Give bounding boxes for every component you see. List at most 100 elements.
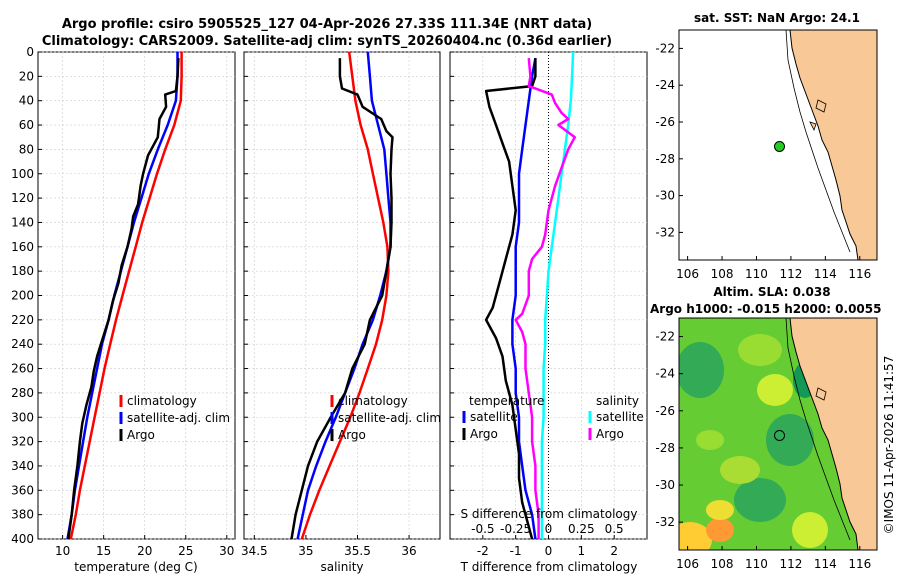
y-tick-label: 400 [11, 532, 34, 546]
map-y-tick-label: -32 [655, 225, 675, 239]
y-tick-label: 300 [11, 410, 34, 424]
x-tick-label: 20 [137, 544, 152, 558]
series-line-satellite-adj-clim [296, 51, 392, 540]
legend-label-satellite: satellite-adj. clim [127, 411, 230, 425]
sla-map [679, 318, 877, 550]
y-tick-label: 140 [11, 215, 34, 229]
argo-float-marker [774, 141, 785, 152]
y-tick-label: 240 [11, 337, 34, 351]
legend-title-temperature: temperature [469, 394, 544, 408]
sla-map-title-line1: Altim. SLA: 0.038 [713, 285, 830, 299]
legend-label-climatology: climatology [338, 394, 408, 408]
y-tick-label: 340 [11, 459, 34, 473]
series-line-argo [67, 58, 180, 540]
series-line-argo [290, 58, 394, 540]
land-australia [789, 30, 877, 260]
y-tick-label: 200 [11, 289, 34, 303]
map-x-tick-label: 114 [814, 267, 837, 281]
difference-xlabel: T difference from climatology [460, 560, 638, 574]
map-x-tick-label: 110 [745, 267, 768, 281]
x-tick-label: 30 [219, 544, 234, 558]
temperature-xlabel: temperature (deg C) [74, 560, 197, 574]
y-tick-label: 60 [19, 118, 34, 132]
salinity-xlabel: salinity [320, 560, 363, 574]
map-y-tick-label: -22 [655, 330, 675, 344]
legend-label-temp-satellite: satellite [470, 410, 518, 424]
y-tick-label: 220 [11, 313, 34, 327]
difference-legend: temperature satellite Argo salinity sate… [462, 394, 644, 441]
map-x-tick-label: 114 [814, 557, 837, 571]
map-x-tick-label: 108 [711, 557, 734, 571]
x-tick-label: -1 [510, 544, 522, 558]
land-australia [789, 318, 877, 550]
top-tick-label: -0.25 [500, 522, 531, 536]
argo-float-marker [774, 430, 785, 441]
map-x-tick-label: 112 [779, 267, 802, 281]
y-tick-label: 380 [11, 508, 34, 522]
legend-label-sal-satellite: satellite [596, 410, 644, 424]
y-tick-label: 280 [11, 386, 34, 400]
y-tick-label: 100 [11, 167, 34, 181]
series-line-salinity-argo [514, 57, 577, 539]
x-tick-label: 36 [401, 544, 416, 558]
isobath-line [785, 30, 851, 253]
islands [815, 387, 827, 401]
difference-top-xlabel: S difference from climatology [461, 507, 638, 521]
legend-label-argo: Argo [338, 428, 366, 442]
map-x-tick-label: 116 [848, 267, 871, 281]
map-y-tick-label: -28 [655, 152, 675, 166]
map-y-tick-label: -30 [655, 189, 675, 203]
top-tick-label: 0.25 [568, 522, 595, 536]
x-tick-label: 15 [96, 544, 111, 558]
series-line-climatology [69, 52, 183, 540]
x-tick-label: 34.5 [241, 544, 268, 558]
figure-title-line2: Climatology: CARS2009. Satellite-adj cli… [42, 34, 612, 49]
x-tick-label: 25 [178, 544, 193, 558]
series-line-temperature-argo [484, 58, 537, 540]
sst-map-title: sat. SST: NaN Argo: 24.1 [694, 11, 860, 25]
top-tick-label: 0 [545, 522, 553, 536]
top-tick-label: 0.5 [605, 522, 624, 536]
map-y-tick-label: -24 [655, 367, 675, 381]
x-tick-label: 35 [298, 544, 313, 558]
series-line-temperature-satellite [511, 57, 537, 540]
legend-label-satellite: satellite-adj. clim [338, 411, 441, 425]
x-tick-label: 2 [610, 544, 618, 558]
map-y-tick-label: -28 [655, 441, 675, 455]
legend-title-salinity: salinity [596, 394, 639, 408]
y-tick-label: 80 [19, 142, 34, 156]
map-y-tick-label: -32 [655, 515, 675, 529]
isobath-line [785, 318, 851, 541]
y-tick-label: 320 [11, 435, 34, 449]
map-x-tick-label: 110 [745, 557, 768, 571]
legend-label-sal-argo: Argo [596, 427, 624, 441]
map-x-tick-label: 106 [676, 557, 699, 571]
map-y-tick-label: -26 [655, 404, 675, 418]
map-x-tick-label: 112 [779, 557, 802, 571]
map-y-tick-label: -30 [655, 478, 675, 492]
map-x-tick-label: 116 [848, 557, 871, 571]
y-tick-label: 40 [19, 94, 34, 108]
y-tick-label: 120 [11, 191, 34, 205]
map-x-tick-label: 108 [711, 267, 734, 281]
sla-map-title-line2: Argo h1000: -0.015 h2000: 0.0055 [650, 302, 881, 316]
legend-label-climatology: climatology [127, 394, 197, 408]
y-tick-label: 0 [26, 45, 34, 59]
islands [809, 99, 827, 132]
x-tick-label: 1 [578, 544, 586, 558]
legend-label-argo: Argo [127, 428, 155, 442]
y-tick-label: 360 [11, 483, 34, 497]
series-line-salinity-satellite [540, 51, 575, 539]
sst-map-frame [678, 29, 878, 261]
figure-title-line1: Argo profile: csiro 5905525_127 04-Apr-2… [62, 17, 592, 32]
y-tick-label: 160 [11, 240, 34, 254]
map-y-tick-label: -24 [655, 78, 675, 92]
map-y-tick-label: -22 [655, 41, 675, 55]
map-y-tick-label: -26 [655, 115, 675, 129]
x-tick-label: -2 [477, 544, 489, 558]
salinity-legend: climatology satellite-adj. clim Argo [330, 394, 441, 442]
x-tick-label: 35.5 [344, 544, 371, 558]
x-tick-label: 10 [55, 544, 70, 558]
sla-map-frame [678, 317, 878, 551]
